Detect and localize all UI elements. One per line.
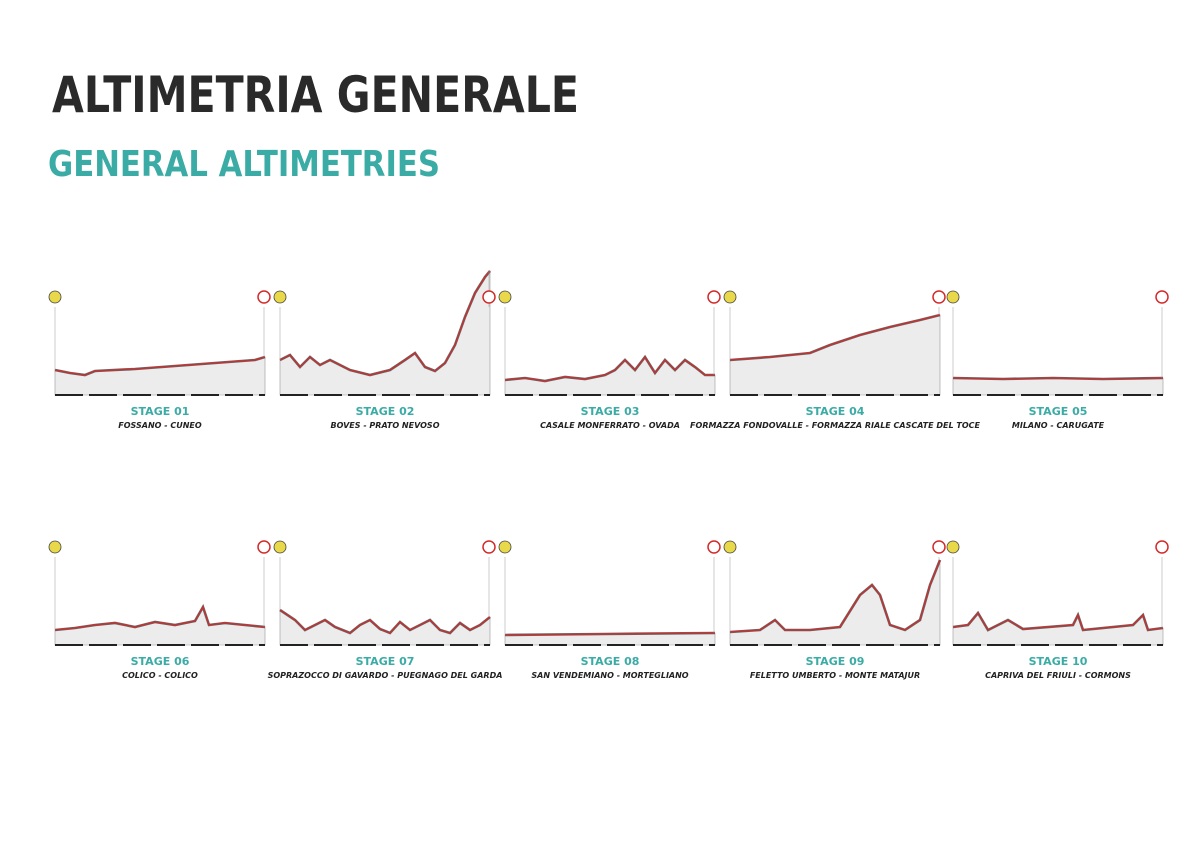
finish-marker: [482, 290, 496, 304]
profile-line-red: [729, 559, 941, 633]
stage-label: STAGE 06: [131, 655, 190, 668]
stage-profile: [48, 540, 271, 646]
profile-area: [952, 377, 1164, 396]
profile-line-red: [54, 356, 266, 376]
stage-route: CASALE MONFERRATO - OVADA: [540, 421, 680, 430]
finish-marker: [1155, 290, 1169, 304]
stage-label: STAGE 03: [581, 405, 640, 418]
start-marker: [48, 290, 62, 304]
finish-marker: [257, 540, 271, 554]
stage-label: STAGE 09: [806, 655, 865, 668]
finish-marker: [707, 540, 721, 554]
stage-route: MILANO - CARUGATE: [1012, 421, 1105, 430]
start-marker: [946, 540, 960, 554]
stage-route: SOPRAZOCCO DI GAVARDO - PUEGNAGO DEL GAR…: [268, 671, 503, 680]
profile-line-red: [729, 314, 941, 361]
stage-label: STAGE 10: [1029, 655, 1088, 668]
stage-profile: [498, 540, 721, 646]
stage-profile: [498, 290, 721, 396]
stage-profile: [273, 540, 496, 646]
profile-line-red: [504, 355, 715, 382]
start-marker: [273, 540, 287, 554]
start-marker: [946, 290, 960, 304]
stage-profile: [48, 290, 271, 396]
stage-route: FOSSANO - CUNEO: [118, 421, 202, 430]
stage-profile: [273, 270, 496, 396]
stage-label: STAGE 01: [131, 405, 190, 418]
finish-marker: [932, 290, 946, 304]
start-marker: [273, 290, 287, 304]
stage-route: FORMAZZA FONDOVALLE - FORMAZZA RIALE CAS…: [690, 421, 980, 430]
start-marker: [498, 290, 512, 304]
stage-label: STAGE 08: [581, 655, 640, 668]
finish-marker: [257, 290, 271, 304]
stage-profile: [723, 540, 946, 646]
title: ALTIMETRIA GENERALE: [52, 66, 579, 124]
profile-line-red: [952, 611, 1164, 631]
stage-profile: [946, 540, 1169, 646]
start-marker: [498, 540, 512, 554]
start-marker: [48, 540, 62, 554]
profile-line-red: [279, 609, 491, 634]
stage-profile: [946, 290, 1169, 396]
subtitle: GENERAL ALTIMETRIES: [48, 144, 440, 185]
profile-line-red: [54, 605, 266, 631]
stage-route: SAN VENDEMIANO - MORTEGLIANO: [531, 671, 688, 680]
start-marker: [723, 540, 737, 554]
profile-line-red: [504, 632, 716, 636]
stage-profile: [723, 290, 946, 396]
finish-marker: [1155, 540, 1169, 554]
stage-label: STAGE 05: [1029, 405, 1088, 418]
finish-marker: [932, 540, 946, 554]
start-marker: [723, 290, 737, 304]
stage-label: STAGE 02: [356, 405, 415, 418]
profile-line-red: [279, 270, 491, 376]
stage-route: COLICO - COLICO: [122, 671, 198, 680]
finish-marker: [482, 540, 496, 554]
stage-route: BOVES - PRATO NEVOSO: [331, 421, 440, 430]
stage-route: FELETTO UMBERTO - MONTE MATAJUR: [750, 671, 920, 680]
profile-line-red: [952, 377, 1164, 380]
profiles: [48, 270, 1169, 646]
finish-marker: [707, 290, 721, 304]
stage-label: STAGE 07: [356, 655, 415, 668]
stage-route: CAPRIVA DEL FRIULI - CORMONS: [985, 671, 1131, 680]
stage-label: STAGE 04: [806, 405, 865, 418]
